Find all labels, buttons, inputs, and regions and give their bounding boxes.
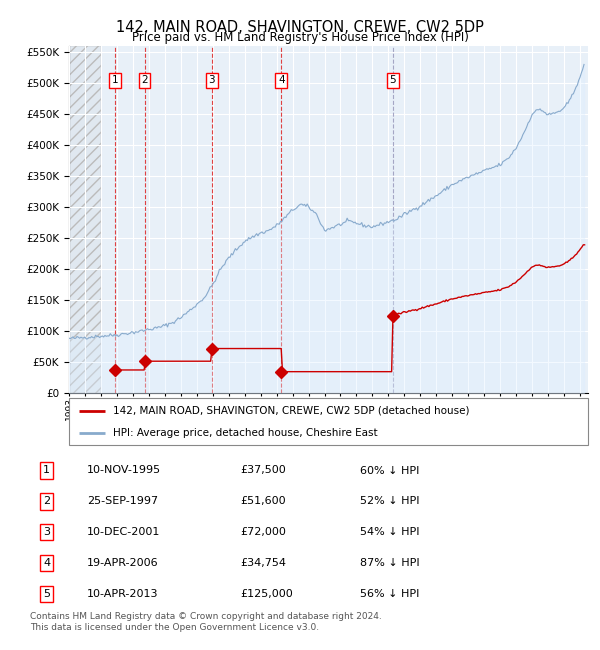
Text: £37,500: £37,500 bbox=[240, 465, 286, 475]
Text: 4: 4 bbox=[278, 75, 285, 85]
Bar bbox=[69, 46, 101, 393]
Text: 3: 3 bbox=[43, 527, 50, 538]
Text: 60% ↓ HPI: 60% ↓ HPI bbox=[360, 465, 419, 475]
Text: 10-APR-2013: 10-APR-2013 bbox=[87, 590, 158, 599]
Text: HPI: Average price, detached house, Cheshire East: HPI: Average price, detached house, Ches… bbox=[113, 428, 378, 438]
Text: £72,000: £72,000 bbox=[240, 527, 286, 538]
Text: 52% ↓ HPI: 52% ↓ HPI bbox=[360, 497, 419, 506]
Text: £51,600: £51,600 bbox=[240, 497, 286, 506]
Text: £125,000: £125,000 bbox=[240, 590, 293, 599]
Text: 87% ↓ HPI: 87% ↓ HPI bbox=[360, 558, 419, 568]
Text: 10-DEC-2001: 10-DEC-2001 bbox=[87, 527, 160, 538]
Text: 5: 5 bbox=[43, 590, 50, 599]
Text: 1: 1 bbox=[112, 75, 118, 85]
Text: 25-SEP-1997: 25-SEP-1997 bbox=[87, 497, 158, 506]
Text: 54% ↓ HPI: 54% ↓ HPI bbox=[360, 527, 419, 538]
Text: 142, MAIN ROAD, SHAVINGTON, CREWE, CW2 5DP (detached house): 142, MAIN ROAD, SHAVINGTON, CREWE, CW2 5… bbox=[113, 406, 470, 415]
FancyBboxPatch shape bbox=[69, 398, 588, 445]
Text: £34,754: £34,754 bbox=[240, 558, 286, 568]
Text: Price paid vs. HM Land Registry's House Price Index (HPI): Price paid vs. HM Land Registry's House … bbox=[131, 31, 469, 44]
Text: 4: 4 bbox=[43, 558, 50, 568]
Text: Contains HM Land Registry data © Crown copyright and database right 2024.
This d: Contains HM Land Registry data © Crown c… bbox=[30, 612, 382, 632]
Bar bbox=[69, 46, 101, 393]
Text: 19-APR-2006: 19-APR-2006 bbox=[87, 558, 158, 568]
Text: 1: 1 bbox=[43, 465, 50, 475]
Text: 2: 2 bbox=[43, 497, 50, 506]
Text: 10-NOV-1995: 10-NOV-1995 bbox=[87, 465, 161, 475]
Text: 5: 5 bbox=[389, 75, 396, 85]
Text: 142, MAIN ROAD, SHAVINGTON, CREWE, CW2 5DP: 142, MAIN ROAD, SHAVINGTON, CREWE, CW2 5… bbox=[116, 20, 484, 34]
Text: 2: 2 bbox=[141, 75, 148, 85]
Text: 56% ↓ HPI: 56% ↓ HPI bbox=[360, 590, 419, 599]
Text: 3: 3 bbox=[208, 75, 215, 85]
